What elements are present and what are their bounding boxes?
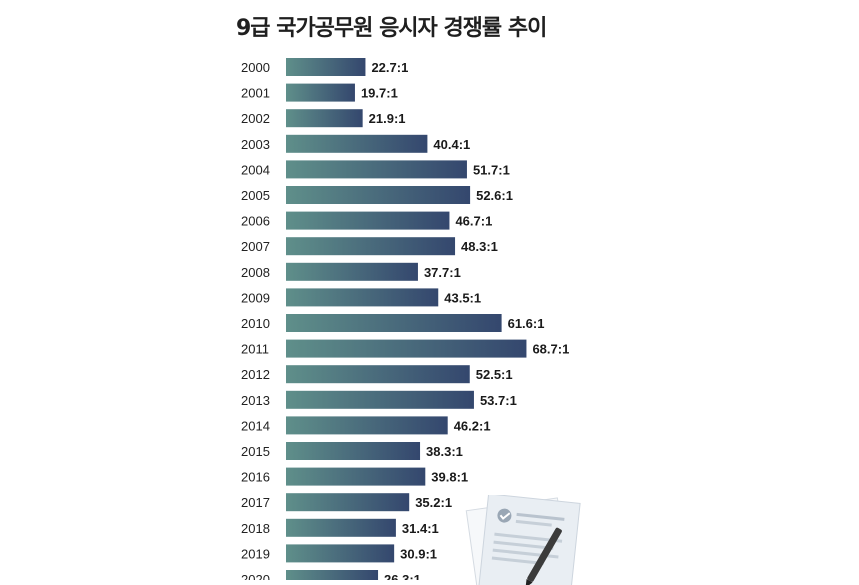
value-label: 68.7:1 [532,342,569,357]
bar [286,314,502,332]
year-label: 2009 [241,290,270,305]
year-label: 2006 [241,214,270,229]
year-label: 2018 [241,521,270,536]
value-label: 51.7:1 [473,162,510,177]
year-label: 2001 [241,86,270,101]
year-label: 2007 [241,239,270,254]
bar [286,416,448,435]
year-label: 2012 [241,367,270,382]
value-label: 38.3:1 [426,444,463,459]
chart-title: 9급 국가공무원 응시자 경쟁률 추이 [236,16,547,41]
year-label: 2008 [241,265,270,280]
value-label: 39.8:1 [431,470,468,485]
value-label: 52.5:1 [476,367,513,382]
value-label: 31.4:1 [402,521,439,536]
bar [286,442,421,460]
bar [286,109,363,128]
value-label: 35.2:1 [415,495,452,510]
bar [286,518,396,537]
bar [286,493,410,512]
bar [286,467,426,486]
bar [286,237,456,256]
value-label: 46.2:1 [454,418,491,433]
year-label: 2004 [241,162,270,177]
value-label: 48.3:1 [461,239,498,254]
bar [286,365,470,384]
value-label: 37.7:1 [424,265,461,280]
bar [286,262,418,281]
value-label: 19.7:1 [361,86,398,101]
value-label: 52.6:1 [476,188,513,203]
year-label: 2002 [241,111,270,126]
year-label: 2019 [241,546,270,561]
year-label: 2016 [241,470,270,485]
year-label: 2011 [241,342,269,357]
value-label: 30.9:1 [400,546,437,561]
value-label: 46.7:1 [455,214,492,229]
year-label: 2017 [241,495,270,510]
value-label: 21.9:1 [369,111,406,126]
bars-group: 2000 22.7:1 2001 19.7:1 2002 21.9:1 2003 40.4:1… [241,58,569,580]
year-label: 2013 [241,393,270,408]
bar [286,339,527,358]
bar [286,288,439,307]
year-label: 2000 [241,60,270,75]
value-label: 22.7:1 [371,60,408,75]
value-label: 26.3:1 [384,572,421,580]
bar [286,186,471,204]
year-label: 2003 [241,137,270,152]
bar [286,544,395,563]
value-label: 43.5:1 [444,290,481,305]
bar [286,160,467,179]
year-label: 2020 [241,572,270,580]
year-label: 2005 [241,188,270,203]
bar [286,134,428,153]
bar [286,570,379,580]
document-with-pen-icon [465,495,581,585]
value-label: 53.7:1 [480,393,517,408]
value-label: 40.4:1 [433,137,470,152]
bar [286,83,355,102]
year-label: 2010 [241,316,270,331]
bar [286,58,366,76]
bar [286,390,474,409]
year-label: 2015 [241,444,270,459]
year-label: 2014 [241,418,270,433]
bar [286,211,450,230]
value-label: 61.6:1 [508,316,545,331]
